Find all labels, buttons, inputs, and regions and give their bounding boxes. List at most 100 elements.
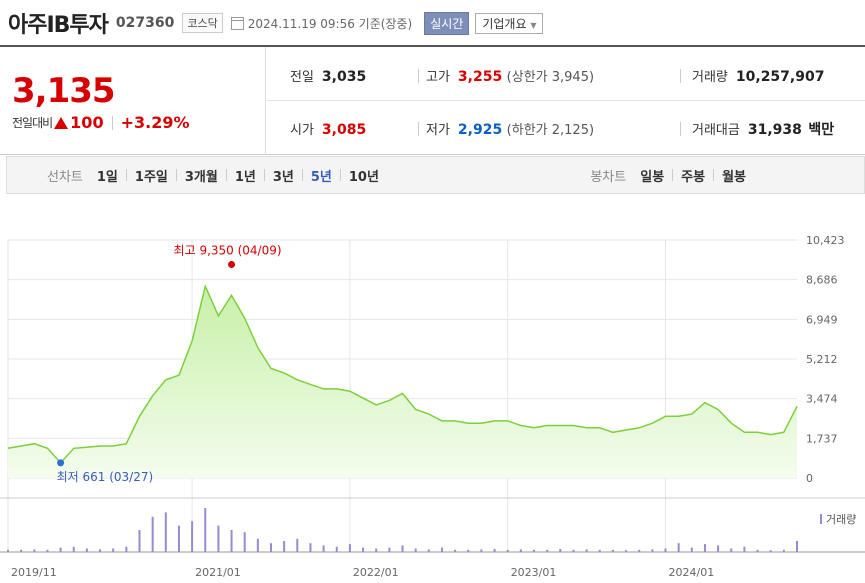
volume-bar <box>256 538 259 552</box>
up-triangle-icon <box>54 116 69 129</box>
volume-label: 거래량 <box>692 70 728 85</box>
tab-3y[interactable]: 3년 <box>272 169 294 185</box>
volume-bar <box>204 508 207 552</box>
price-box: 3,135 전일대비 100 +3.29% <box>0 47 266 155</box>
tab-daily[interactable]: 일봉 <box>640 169 665 185</box>
volume-bar <box>559 548 562 552</box>
tab-1y[interactable]: 1년 <box>234 169 256 185</box>
volume-bar <box>20 549 23 552</box>
high-point-marker <box>228 261 236 269</box>
volume-bar <box>322 545 325 552</box>
quote-datetime: 2024.11.19 09:56 기준(장중) <box>247 16 413 31</box>
tab-1d[interactable]: 1일 <box>96 169 118 185</box>
prev-close-label: 전일 <box>290 70 314 85</box>
volume-legend-swatch <box>820 514 822 524</box>
change-label: 전일대비 <box>12 116 53 130</box>
low-value: 2,925 <box>457 122 503 138</box>
x-tick-label: 2021/01 <box>195 566 241 579</box>
upper-limit: (상한가 3,945) <box>506 70 595 85</box>
y-tick-label: 6,949 <box>806 313 838 326</box>
volume-bar <box>348 544 351 552</box>
volume-bar <box>177 525 180 552</box>
x-tick-label: 2022/01 <box>353 566 399 579</box>
market-badge: 코스닥 <box>182 13 223 33</box>
divider <box>680 69 681 83</box>
volume-bar <box>33 549 36 552</box>
volume-bar <box>125 546 128 552</box>
volume-bar <box>112 548 115 552</box>
low-price: 저가 2,925 (하한가 2,125) <box>426 119 594 138</box>
volume-bar <box>7 549 9 552</box>
change-value: 100 <box>70 113 104 132</box>
volume-bar <box>467 549 470 552</box>
divider <box>680 122 681 136</box>
trade-value-label: 거래대금 <box>692 123 740 138</box>
volume-bar <box>519 549 522 552</box>
y-tick-label: 0 <box>806 472 813 485</box>
high-price: 고가 3,255 (상한가 3,945) <box>426 66 594 85</box>
header-divider <box>0 45 865 47</box>
tab-5y[interactable]: 5년 <box>310 169 332 185</box>
tab-10y[interactable]: 10년 <box>348 169 379 185</box>
volume-bar <box>85 548 88 552</box>
price-area <box>8 286 797 478</box>
volume-bar <box>151 516 154 552</box>
volume-bar <box>598 549 601 552</box>
volume-bar <box>651 549 654 552</box>
high-value: 3,255 <box>457 69 503 85</box>
divider <box>263 169 265 181</box>
volume-bar <box>796 541 798 552</box>
volume-bar <box>99 549 102 552</box>
volume-bar <box>440 547 443 552</box>
tab-3m[interactable]: 3개월 <box>184 169 218 185</box>
y-tick-label: 1,737 <box>806 432 838 445</box>
volume-bar <box>46 549 49 552</box>
tab-monthly[interactable]: 월봉 <box>722 169 746 185</box>
volume-bar <box>375 548 378 552</box>
divider <box>418 69 419 83</box>
volume-bar <box>401 545 404 552</box>
stock-header: 아주IB투자 027360 코스닥 2024.11.19 09:56 기준(장중… <box>0 0 865 46</box>
caret-down-icon: ▼ <box>530 20 537 30</box>
open-price: 시가 3,085 <box>290 119 366 138</box>
divider <box>111 115 113 130</box>
volume-bar <box>427 549 430 552</box>
volume-bar <box>743 546 746 552</box>
volume-legend-label: 거래량 <box>826 513 856 526</box>
volume: 거래량 10,257,907 <box>692 66 824 85</box>
divider <box>225 169 227 181</box>
low-label: 저가 <box>426 123 450 138</box>
company-info-dropdown[interactable]: 기업개요 ▼ <box>475 12 544 34</box>
volume-bar <box>769 550 772 552</box>
volume-value: 10,257,907 <box>735 69 825 85</box>
volume-bar <box>493 548 496 552</box>
volume-bar <box>506 549 509 552</box>
volume-bar <box>164 512 167 552</box>
x-tick-label: 2024/01 <box>669 566 715 579</box>
price-chart: 10,423 8,686 6,949 5,212 3,474 1,737 0 2019/11 2… <box>0 234 865 579</box>
volume-bar <box>191 521 194 552</box>
volume-bar <box>782 549 785 552</box>
trade-value-unit: 백만 <box>808 122 835 138</box>
company-name: 아주IB투자 <box>8 13 109 38</box>
y-tick-label: 5,212 <box>806 353 838 366</box>
company-info-label: 기업개요 <box>482 16 527 31</box>
divider <box>713 169 715 181</box>
tab-weekly[interactable]: 주봉 <box>681 169 706 185</box>
realtime-button[interactable]: 실시간 <box>424 11 470 35</box>
tab-1w[interactable]: 1주일 <box>134 169 168 185</box>
x-tick-label: 2019/11 <box>11 566 57 579</box>
volume-bar <box>756 549 759 552</box>
divider <box>301 169 303 181</box>
volume-bar <box>703 544 706 552</box>
low-point-marker <box>57 459 65 467</box>
volume-bar <box>217 525 220 552</box>
divider <box>672 169 674 181</box>
volume-bar <box>717 545 720 552</box>
volume-bar <box>454 549 457 552</box>
y-tick-label: 8,686 <box>806 274 838 287</box>
open-value: 3,085 <box>321 122 367 138</box>
volume-bar <box>546 549 549 552</box>
volume-bar <box>283 541 286 552</box>
divider <box>175 169 177 181</box>
